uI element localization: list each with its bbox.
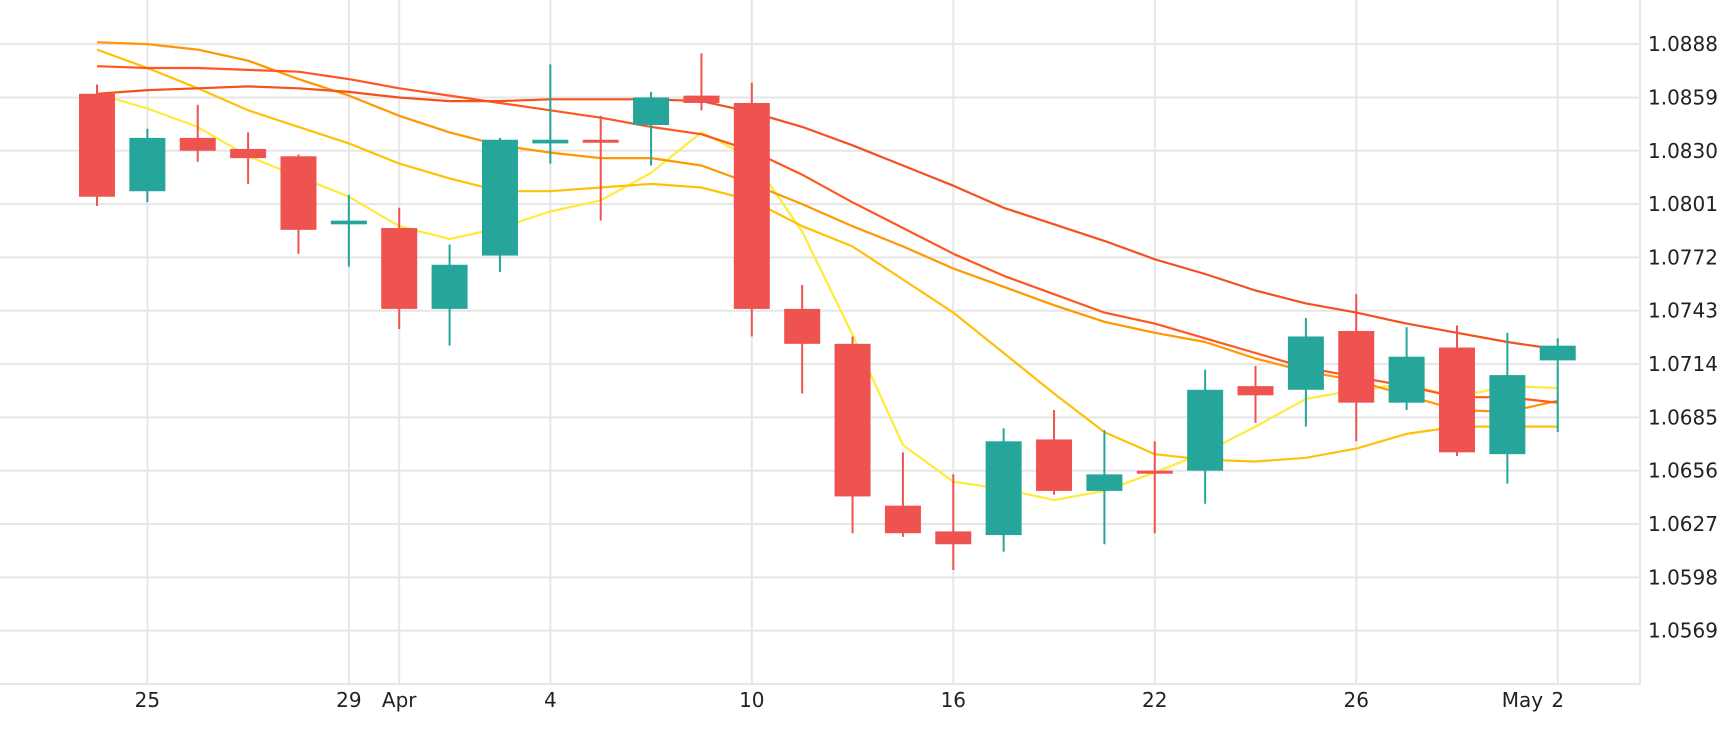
candle-down: [935, 474, 972, 570]
y-tick-label: 1.0772: [1648, 245, 1718, 269]
candle-body: [1338, 330, 1375, 403]
candle-body: [381, 228, 418, 309]
x-tick-label: Apr: [382, 688, 417, 712]
candle-body: [884, 505, 921, 534]
candle-down: [230, 132, 267, 184]
candle-up: [1187, 369, 1224, 504]
y-tick-label: 1.0627: [1648, 512, 1718, 536]
x-tick-label: 16: [941, 688, 966, 712]
candle-down: [884, 452, 921, 537]
y-tick-label: 1.0598: [1648, 565, 1718, 589]
candle-body: [230, 148, 267, 159]
candle-up: [330, 194, 367, 267]
candle-body: [1287, 336, 1324, 390]
candle-body: [1136, 470, 1173, 474]
candle-up: [129, 128, 166, 203]
candle-body: [582, 139, 619, 143]
candle-down: [1338, 294, 1375, 442]
candle-down: [834, 336, 871, 534]
x-tick-label: 10: [739, 688, 764, 712]
y-tick-label: 1.0830: [1648, 139, 1718, 163]
candle-body: [733, 102, 770, 309]
candle-body: [935, 531, 972, 545]
candle-body: [683, 95, 720, 103]
candle-body: [985, 441, 1022, 536]
y-tick-label: 1.0714: [1648, 352, 1718, 376]
y-tick-label: 1.0888: [1648, 32, 1718, 56]
candle-body: [1438, 347, 1475, 453]
candle-down: [784, 285, 821, 394]
candle-up: [532, 64, 569, 164]
candle-down: [1438, 325, 1475, 456]
y-tick-label: 1.0656: [1648, 459, 1718, 483]
candle-body: [481, 139, 518, 256]
candle-down: [683, 53, 720, 111]
grid: [0, 0, 1641, 685]
candles: [79, 53, 1576, 570]
candle-body: [280, 156, 317, 230]
y-tick-label: 1.0569: [1648, 619, 1718, 643]
candle-body: [1539, 345, 1576, 361]
candle-up: [1489, 332, 1526, 484]
candle-body: [1388, 356, 1425, 403]
moving-average-line-5: [96, 85, 1558, 351]
candle-body: [784, 308, 821, 344]
candle-down: [733, 82, 770, 337]
candle-down: [1237, 365, 1274, 423]
x-tick-label: 26: [1344, 688, 1369, 712]
moving-average-line-2: [96, 48, 1558, 463]
candle-down: [79, 84, 115, 206]
candle-up: [633, 91, 670, 166]
candle-up: [985, 428, 1022, 552]
candle-body: [532, 139, 569, 144]
candle-up: [481, 137, 518, 273]
candle-up: [431, 244, 468, 346]
candle-body: [1086, 474, 1123, 491]
candle-down: [280, 154, 317, 254]
x-tick-label: 25: [135, 688, 160, 712]
candle-down: [381, 207, 418, 330]
y-tick-label: 1.0859: [1648, 85, 1718, 109]
y-tick-label: 1.0801: [1648, 192, 1718, 216]
candle-body: [1187, 389, 1224, 471]
candle-body: [79, 93, 115, 197]
candle-body: [633, 97, 670, 126]
candle-up: [1539, 338, 1576, 433]
candle-body: [1489, 375, 1526, 455]
candle-down: [582, 115, 619, 221]
candle-body: [834, 343, 871, 497]
candle-body: [1237, 386, 1274, 396]
y-tick-label: 1.0743: [1648, 299, 1718, 323]
axes: 1.0888 1.0859 1.0830 1.0801 1.0772 1.0743 1.07…: [135, 32, 1718, 712]
x-tick-label: 2: [1551, 688, 1564, 712]
y-tick-label: 1.0685: [1648, 405, 1718, 429]
candle-body: [129, 137, 166, 192]
candle-body: [431, 264, 468, 309]
x-tick-label: 29: [336, 688, 361, 712]
candle-down: [1036, 410, 1073, 495]
moving-average-line-1: [96, 92, 1558, 502]
candle-up: [1287, 318, 1324, 427]
x-tick-label: 4: [544, 688, 557, 712]
candle-up: [1388, 327, 1425, 411]
x-tick-label: May: [1502, 688, 1544, 712]
candle-down: [1136, 441, 1173, 534]
candle-body: [1036, 439, 1073, 491]
candle-up: [1086, 430, 1123, 545]
x-tick-label: 22: [1142, 688, 1167, 712]
candle-down: [179, 104, 216, 162]
candle-body: [179, 137, 216, 151]
candle-body: [330, 220, 367, 225]
moving-average-lines: [96, 41, 1558, 502]
